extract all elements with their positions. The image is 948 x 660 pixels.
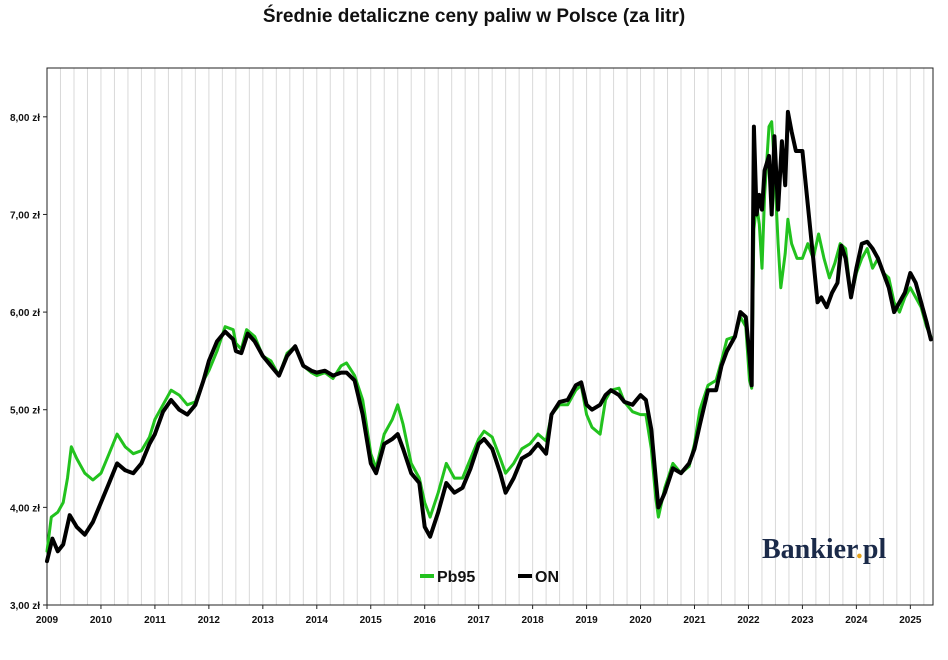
x-tick-label: 2020 [629,615,652,626]
x-tick-label: 2019 [575,615,598,626]
x-tick-label: 2018 [522,615,545,626]
y-tick-label: 7,00 zł [10,210,40,221]
x-tick-label: 2013 [252,615,275,626]
brand-name: Bankier [762,534,856,565]
y-tick-label: 4,00 zł [10,503,40,514]
x-tick-label: 2025 [899,615,922,626]
plot-border [46,67,934,606]
grid-lines [46,68,925,605]
y-tick-label: 3,00 zł [10,601,40,612]
chart-title: Średnie detaliczne ceny paliw w Polsce (… [262,6,686,27]
x-tick-label: 2012 [198,615,221,626]
y-tick-label: 8,00 zł [10,113,40,124]
x-tick-label: 2023 [791,615,814,626]
x-tick-label: 2021 [683,615,706,626]
x-tick-label: 2022 [737,615,760,626]
x-tick-label: 2015 [360,615,383,626]
x-tick-label: 2011 [144,615,166,626]
x-tick-label: 2010 [90,615,113,626]
x-tick-label: 2009 [36,615,59,626]
brand-dot: . [855,534,863,565]
legend: Pb95 ON [420,569,559,586]
x-tick-label: 2014 [306,615,329,626]
legend-label-on: ON [535,569,559,586]
tick-labels: 3,00 zł 4,00 zł 5,00 zł 6,00 zł 7,00 zł 8,00 … [10,113,922,626]
x-tick-label: 2017 [468,615,491,626]
y-tick-label: 5,00 zł [10,406,40,417]
bankier-logo: Bankier.pl [762,534,902,566]
y-tick-label: 6,00 zł [10,308,40,319]
series-line-on [45,109,933,564]
series-line-pb95 [45,120,933,553]
axes [43,67,934,609]
legend-label-pb95: Pb95 [437,569,475,586]
x-tick-label: 2024 [845,615,868,626]
brand-tld: pl [862,534,887,565]
x-tick-label: 2016 [414,615,437,626]
series-lines [45,109,933,564]
